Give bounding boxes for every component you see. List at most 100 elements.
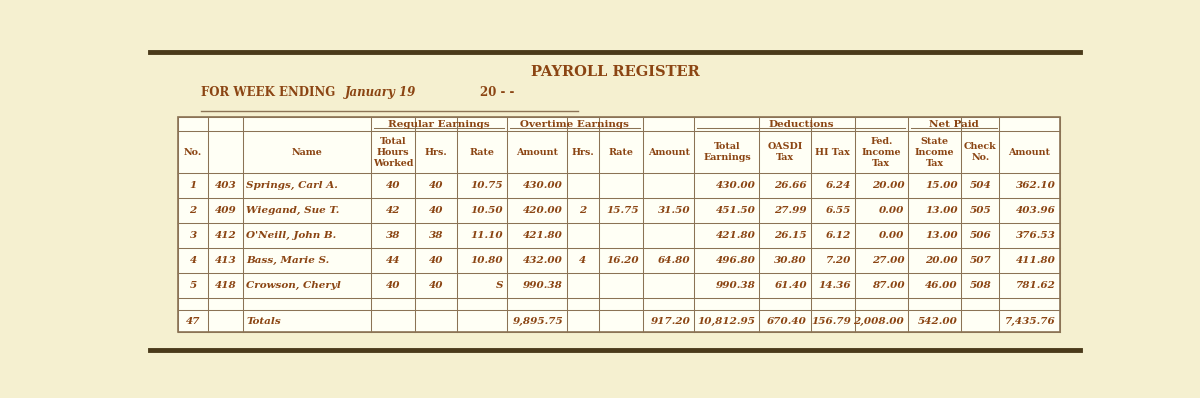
Text: 409: 409 (215, 206, 236, 215)
Text: 376.53: 376.53 (1016, 231, 1056, 240)
Text: 7.20: 7.20 (826, 256, 851, 265)
Text: 418: 418 (215, 281, 236, 291)
Text: 670.40: 670.40 (767, 317, 808, 326)
Text: 42: 42 (386, 206, 401, 215)
Text: 87.00: 87.00 (871, 281, 905, 291)
Text: Total
Hours
Worked: Total Hours Worked (373, 137, 414, 168)
Text: 5: 5 (190, 281, 197, 291)
Text: 7,435.76: 7,435.76 (1006, 317, 1056, 326)
Bar (178, 117, 1060, 332)
Text: 6.24: 6.24 (826, 181, 851, 190)
Text: Springs, Carl A.: Springs, Carl A. (246, 181, 338, 190)
Text: 31.50: 31.50 (658, 206, 691, 215)
Text: 3: 3 (190, 231, 197, 240)
Text: 496.80: 496.80 (715, 256, 756, 265)
Text: 15.00: 15.00 (925, 181, 958, 190)
Text: 781.62: 781.62 (1016, 281, 1056, 291)
Text: Total
Earnings: Total Earnings (703, 142, 751, 162)
Text: 47: 47 (186, 317, 200, 326)
Text: 506: 506 (970, 231, 991, 240)
Text: 40: 40 (386, 281, 401, 291)
Text: 27.99: 27.99 (774, 206, 808, 215)
Text: PAYROLL REGISTER: PAYROLL REGISTER (530, 64, 700, 79)
Text: 2,008.00: 2,008.00 (853, 317, 905, 326)
Text: 40: 40 (428, 206, 444, 215)
Text: O'Neill, John B.: O'Neill, John B. (246, 231, 337, 240)
Text: OASDI
Tax: OASDI Tax (768, 142, 803, 162)
Text: 40: 40 (428, 181, 444, 190)
Text: 20 - -: 20 - - (480, 86, 515, 99)
Text: 421.80: 421.80 (523, 231, 563, 240)
Text: 27.00: 27.00 (871, 256, 905, 265)
Text: January 19: January 19 (346, 86, 416, 99)
Text: 40: 40 (428, 281, 444, 291)
Text: Bass, Marie S.: Bass, Marie S. (246, 256, 330, 265)
Text: 10.50: 10.50 (470, 206, 503, 215)
Text: 40: 40 (428, 256, 444, 265)
Text: Hrs.: Hrs. (571, 148, 594, 156)
Text: 40: 40 (386, 181, 401, 190)
Text: Regular Earnings: Regular Earnings (389, 119, 490, 129)
Text: Amount: Amount (648, 148, 690, 156)
Text: 26.15: 26.15 (774, 231, 808, 240)
Text: Net Paid: Net Paid (929, 119, 979, 129)
Text: 2: 2 (190, 206, 197, 215)
Text: 403: 403 (215, 181, 236, 190)
Text: 2: 2 (580, 206, 587, 215)
Text: Check
No.: Check No. (964, 142, 997, 162)
Text: 11.10: 11.10 (470, 231, 503, 240)
Text: 156.79: 156.79 (811, 317, 851, 326)
Text: Wiegand, Sue T.: Wiegand, Sue T. (246, 206, 340, 215)
Text: 44: 44 (386, 256, 401, 265)
Text: 412: 412 (215, 231, 236, 240)
Text: Rate: Rate (469, 148, 494, 156)
Text: Rate: Rate (608, 148, 634, 156)
Text: 30.80: 30.80 (774, 256, 808, 265)
Text: 411.80: 411.80 (1016, 256, 1056, 265)
Text: State
Income
Tax: State Income Tax (914, 137, 954, 168)
Text: 0.00: 0.00 (878, 231, 905, 240)
Text: 6.55: 6.55 (826, 206, 851, 215)
Text: Overtime Earnings: Overtime Earnings (521, 119, 629, 129)
Text: Hrs.: Hrs. (425, 148, 448, 156)
Text: 0.00: 0.00 (878, 206, 905, 215)
Text: 13.00: 13.00 (925, 206, 958, 215)
Text: Crowson, Cheryl: Crowson, Cheryl (246, 281, 341, 291)
Text: Name: Name (292, 148, 323, 156)
Text: 413: 413 (215, 256, 236, 265)
Text: 20.00: 20.00 (925, 256, 958, 265)
Text: 15.75: 15.75 (607, 206, 640, 215)
Text: 10.80: 10.80 (470, 256, 503, 265)
Text: Fed.
Income
Tax: Fed. Income Tax (862, 137, 901, 168)
Text: 505: 505 (970, 206, 991, 215)
Text: 61.40: 61.40 (774, 281, 808, 291)
Text: Amount: Amount (516, 148, 558, 156)
Text: 26.66: 26.66 (774, 181, 808, 190)
Text: 16.20: 16.20 (607, 256, 640, 265)
Text: 917.20: 917.20 (650, 317, 691, 326)
Text: Deductions: Deductions (768, 119, 834, 129)
Text: 38: 38 (428, 231, 444, 240)
Text: 10,812.95: 10,812.95 (697, 317, 756, 326)
Text: 451.50: 451.50 (715, 206, 756, 215)
Text: 421.80: 421.80 (715, 231, 756, 240)
Text: 990.38: 990.38 (715, 281, 756, 291)
Text: FOR WEEK ENDING: FOR WEEK ENDING (202, 86, 336, 99)
Text: HI Tax: HI Tax (815, 148, 850, 156)
Text: 504: 504 (970, 181, 991, 190)
Text: 20.00: 20.00 (871, 181, 905, 190)
Text: 432.00: 432.00 (523, 256, 563, 265)
Text: 9,895.75: 9,895.75 (512, 317, 563, 326)
Text: 990.38: 990.38 (523, 281, 563, 291)
Text: 1: 1 (190, 181, 197, 190)
Text: 10.75: 10.75 (470, 181, 503, 190)
Text: No.: No. (184, 148, 203, 156)
Text: 6.12: 6.12 (826, 231, 851, 240)
Text: Totals: Totals (246, 317, 281, 326)
Text: 430.00: 430.00 (523, 181, 563, 190)
Text: 362.10: 362.10 (1016, 181, 1056, 190)
Text: 430.00: 430.00 (715, 181, 756, 190)
Text: 403.96: 403.96 (1016, 206, 1056, 215)
Text: 4: 4 (580, 256, 587, 265)
Text: 46.00: 46.00 (925, 281, 958, 291)
